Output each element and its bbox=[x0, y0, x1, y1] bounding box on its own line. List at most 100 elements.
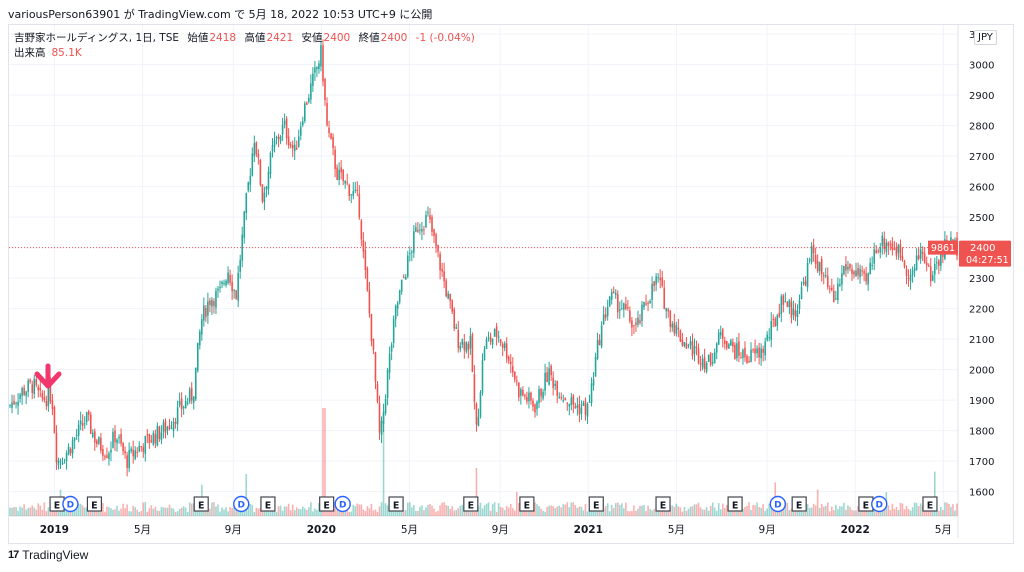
chart-frame[interactable] bbox=[8, 24, 1014, 544]
candle-body bbox=[384, 398, 387, 414]
candle-body bbox=[413, 231, 415, 253]
x-tick-label: 2021 bbox=[574, 524, 603, 536]
volume-bar bbox=[913, 502, 916, 516]
volume-bar bbox=[744, 506, 746, 516]
candle-body bbox=[473, 374, 476, 402]
volume-bar bbox=[263, 509, 266, 516]
volume-bar bbox=[608, 511, 611, 516]
candle-body bbox=[49, 385, 52, 402]
candle-body bbox=[304, 103, 306, 122]
candle-body bbox=[63, 462, 66, 464]
volume-bar bbox=[128, 511, 130, 516]
currency-button[interactable]: JPY bbox=[974, 30, 997, 45]
open-label: 始値 bbox=[187, 32, 209, 44]
candle-body bbox=[604, 314, 607, 318]
dividend-marker-label: D bbox=[876, 501, 883, 511]
candle-body bbox=[201, 319, 203, 335]
volume-bar bbox=[679, 507, 682, 516]
volume-bar bbox=[39, 505, 42, 516]
y-tick-label: 2100 bbox=[969, 335, 994, 346]
candle-body bbox=[740, 357, 742, 359]
earnings-marker-icon bbox=[791, 496, 807, 512]
candle-body bbox=[677, 327, 680, 330]
volume-bar bbox=[138, 511, 141, 516]
volume-bar bbox=[822, 506, 825, 516]
candle-body bbox=[629, 310, 631, 322]
volume-bar bbox=[946, 502, 948, 516]
candle-body bbox=[707, 354, 710, 362]
candle-body bbox=[439, 253, 441, 271]
candle-body bbox=[669, 310, 672, 327]
volume-bar bbox=[610, 504, 613, 516]
earnings-marker-label: E bbox=[393, 501, 400, 512]
candle-body bbox=[130, 448, 132, 452]
candle-body bbox=[168, 425, 171, 429]
volume-bar bbox=[487, 502, 490, 516]
candle-body bbox=[152, 432, 155, 445]
candle-body bbox=[85, 412, 88, 422]
candle-body bbox=[71, 440, 74, 454]
candle-body bbox=[457, 329, 460, 348]
candle-body bbox=[530, 392, 532, 401]
volume-bar bbox=[855, 510, 857, 516]
candle-body bbox=[596, 339, 599, 359]
candle-body bbox=[362, 240, 365, 252]
candle-body bbox=[297, 136, 300, 147]
volume-bar bbox=[560, 507, 563, 516]
candle-body bbox=[574, 406, 577, 409]
volume-bar bbox=[907, 508, 910, 516]
volume-bar bbox=[562, 504, 565, 516]
candle-body bbox=[398, 290, 401, 302]
footer-brand[interactable]: 17 TradingView bbox=[8, 548, 88, 562]
volume-bar bbox=[524, 509, 526, 516]
volume-bar bbox=[227, 511, 229, 516]
candle-body bbox=[501, 344, 504, 348]
candle-body bbox=[45, 401, 48, 407]
candle-body bbox=[586, 404, 589, 417]
candle-body bbox=[738, 341, 740, 356]
candle-body bbox=[499, 339, 502, 343]
volume-bar bbox=[746, 505, 748, 516]
tradingview-logo-icon: 17 bbox=[8, 549, 19, 561]
candle-body bbox=[899, 244, 902, 258]
candle-body bbox=[306, 102, 308, 105]
volume-bar bbox=[849, 506, 851, 516]
volume-bar bbox=[415, 510, 417, 516]
candle-body bbox=[259, 159, 262, 185]
candle-body bbox=[396, 302, 399, 309]
volume-bar bbox=[194, 509, 197, 516]
close-value: 2400 bbox=[380, 32, 408, 44]
volume-legend: 出来高 85.1K bbox=[14, 45, 82, 60]
volume-bar bbox=[681, 511, 684, 516]
candle-body bbox=[940, 248, 942, 266]
candle-body bbox=[132, 449, 134, 457]
candle-body bbox=[406, 255, 409, 277]
y-tick-label: 2700 bbox=[969, 152, 994, 163]
volume-bar bbox=[784, 502, 787, 516]
candle-body bbox=[134, 450, 136, 459]
candle-body bbox=[370, 313, 373, 341]
candle-body bbox=[895, 247, 898, 256]
volume-bar bbox=[568, 507, 571, 516]
volume-bar bbox=[293, 510, 296, 516]
candle-body bbox=[730, 340, 732, 346]
candle-body bbox=[423, 229, 425, 231]
candle-body bbox=[534, 404, 536, 413]
volume-bar bbox=[459, 505, 462, 516]
candle-body bbox=[15, 402, 17, 404]
symbol-title[interactable]: 吉野家ホールディングス, 1日, TSE bbox=[14, 32, 180, 44]
volume-bar bbox=[404, 510, 407, 516]
volume-bar bbox=[489, 510, 492, 516]
earnings-marker-label: E bbox=[91, 501, 98, 512]
candle-body bbox=[831, 287, 833, 291]
earnings-marker-icon bbox=[727, 496, 743, 512]
candle-body bbox=[879, 247, 882, 253]
candle-body bbox=[427, 212, 429, 214]
candle-body bbox=[314, 67, 316, 73]
volume-bar bbox=[762, 504, 764, 516]
candle-body bbox=[560, 397, 563, 399]
volume-bar bbox=[421, 505, 423, 516]
volume-bar bbox=[604, 506, 607, 516]
volume-bar bbox=[740, 510, 742, 516]
